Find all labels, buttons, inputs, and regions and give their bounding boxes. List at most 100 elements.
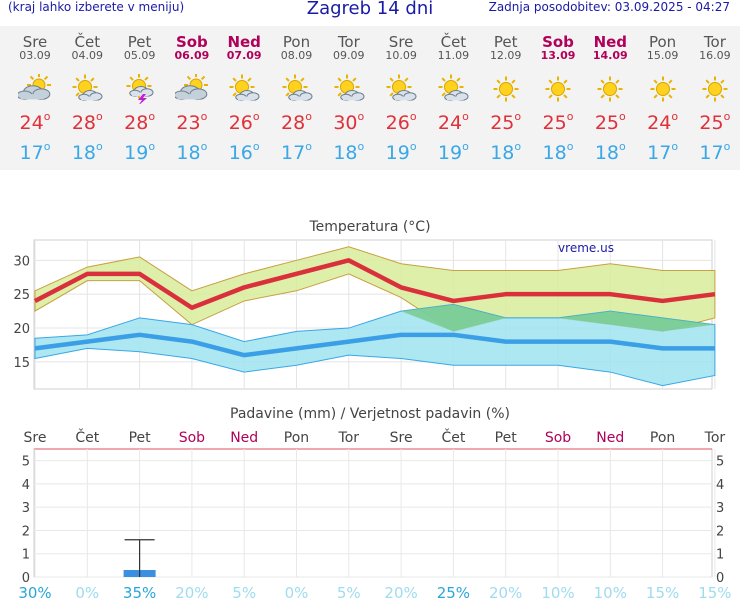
page-title: Zagreb 14 dni — [306, 0, 434, 19]
day-name: Pon — [648, 33, 677, 51]
min-temperature: 19o — [427, 140, 479, 164]
min-temperature: 18o — [323, 140, 375, 164]
degree-symbol: o — [671, 110, 679, 123]
day-name: Sob — [175, 33, 208, 51]
degree-symbol: o — [252, 140, 260, 153]
degree-symbol: o — [43, 140, 51, 153]
day-date: 03.09 — [19, 49, 51, 62]
y-tick-label-right: 1 — [716, 548, 724, 563]
max-temperature-value: 25 — [594, 112, 620, 134]
min-temperature-value: 17 — [281, 142, 306, 164]
y-tick-label: 25 — [13, 288, 30, 303]
day-column: Sre 03.09 24o 17o — [9, 26, 61, 164]
max-temperature-value: 23 — [176, 112, 201, 134]
max-temperature: 24o — [637, 110, 689, 134]
precipitation-probability: 10% — [541, 584, 574, 600]
y-tick-label: 0 — [22, 571, 30, 586]
max-temperature: 26o — [218, 110, 270, 134]
y-tick-label: 5 — [22, 455, 30, 470]
max-temperature: 23o — [166, 110, 218, 134]
degree-symbol: o — [409, 110, 417, 123]
max-temperature-value: 24 — [647, 112, 672, 134]
min-temperature: 17o — [689, 140, 740, 164]
day-name: Sre — [388, 33, 414, 51]
day-date: 07.09 — [226, 49, 262, 62]
min-temperature-value: 19 — [124, 142, 149, 164]
min-temperature: 18o — [166, 140, 218, 164]
sun-cloud-icon — [386, 74, 417, 101]
day-column: Tor 16.09 25o 17o — [689, 26, 740, 164]
precipitation-probability: 15% — [698, 584, 731, 600]
watermark: vreme.us — [558, 241, 614, 255]
max-temperature: 25o — [480, 110, 532, 134]
day-column: Pet 12.09 25o 18o — [480, 26, 532, 164]
min-temperature-value: 19 — [385, 142, 410, 164]
x-tick-label: Tor — [704, 430, 726, 446]
range-overlap — [401, 304, 715, 332]
max-temperature: 28o — [114, 110, 166, 134]
precipitation-probability: 30% — [18, 584, 51, 600]
precipitation-probability: 20% — [175, 584, 208, 600]
degree-symbol: o — [566, 140, 574, 153]
degree-symbol: o — [671, 140, 679, 153]
max-temperature: 28o — [61, 110, 113, 134]
max-temperature: 30o — [323, 110, 375, 134]
x-tick-label: Sre — [24, 430, 47, 446]
degree-symbol: o — [723, 140, 731, 153]
min-temperature-value: 18 — [542, 142, 567, 164]
temperature-chart: 15 20 25 30 vreme.us — [13, 239, 716, 390]
degree-symbol: o — [148, 110, 156, 123]
min-temperature: 16o — [218, 140, 270, 164]
max-temperature-value: 26 — [228, 112, 253, 134]
degree-symbol: o — [619, 140, 626, 153]
sun-icon — [493, 76, 519, 102]
y-tick-label-right: 5 — [716, 455, 724, 470]
cloud-sun-icon — [18, 74, 51, 100]
day-name: Tor — [703, 33, 726, 51]
forecast-strip: Sre 03.09 24o 17o Čet 04.09 28o 18o Pet 05.09 28o 1… — [0, 26, 740, 170]
min-temperature-value: 18 — [490, 142, 515, 164]
day-name: Sre — [22, 33, 48, 51]
degree-symbol: o — [96, 110, 103, 123]
min-temperature: 17o — [271, 140, 323, 164]
sun-icon — [545, 76, 571, 102]
precipitation-chart: Sre Čet Pet Sob Ned Pon Tor Sre Čet Pet Sob Ned Pon T… — [18, 428, 731, 600]
day-column: Sob 13.09 25o 18o — [532, 26, 584, 164]
max-temperature: 26o — [375, 110, 427, 134]
degree-symbol: o — [462, 110, 469, 123]
max-temperature: 24o — [9, 110, 61, 134]
day-name: Ned — [227, 33, 261, 51]
x-tick-label: Pon — [284, 430, 309, 446]
day-date: 09.09 — [333, 49, 365, 62]
min-temperature: 18o — [584, 140, 636, 164]
max-temperature: 25o — [689, 110, 740, 134]
degree-symbol: o — [252, 110, 260, 123]
degree-symbol: o — [96, 140, 103, 153]
min-temperature-value: 18 — [333, 142, 358, 164]
min-temperature-line — [34, 332, 715, 358]
sun-cloud-icon — [229, 74, 260, 101]
y-tick-label-right: 4 — [716, 478, 724, 493]
degree-symbol: o — [305, 140, 312, 153]
sun-cloud-icon — [72, 74, 103, 101]
sun-cloud-icon — [282, 74, 312, 101]
degree-symbol: o — [566, 110, 574, 123]
degree-symbol: o — [357, 140, 365, 153]
degree-symbol: o — [200, 110, 208, 123]
day-name: Pet — [493, 33, 518, 51]
day-date: 05.09 — [123, 49, 156, 62]
day-column: Sre 10.09 26o 19o — [375, 26, 427, 164]
max-temperature-value: 24 — [19, 112, 44, 134]
day-date: 15.09 — [646, 49, 679, 62]
last-updated: Zadnja posodobitev: 03.09.2025 - 04:27 — [488, 0, 730, 14]
day-column: Ned 14.09 25o 18o — [584, 26, 636, 164]
max-temperature-value: 25 — [542, 112, 567, 134]
x-tick-label: Pet — [129, 430, 152, 446]
sun-icon — [702, 76, 728, 102]
min-temperature: 18o — [61, 140, 113, 164]
x-tick-label: Tor — [338, 430, 360, 446]
sun-icon — [650, 76, 676, 102]
y-tick-label: 15 — [13, 356, 30, 371]
max-temperature: 28o — [271, 110, 323, 134]
x-tick-label: Sob — [179, 430, 205, 446]
